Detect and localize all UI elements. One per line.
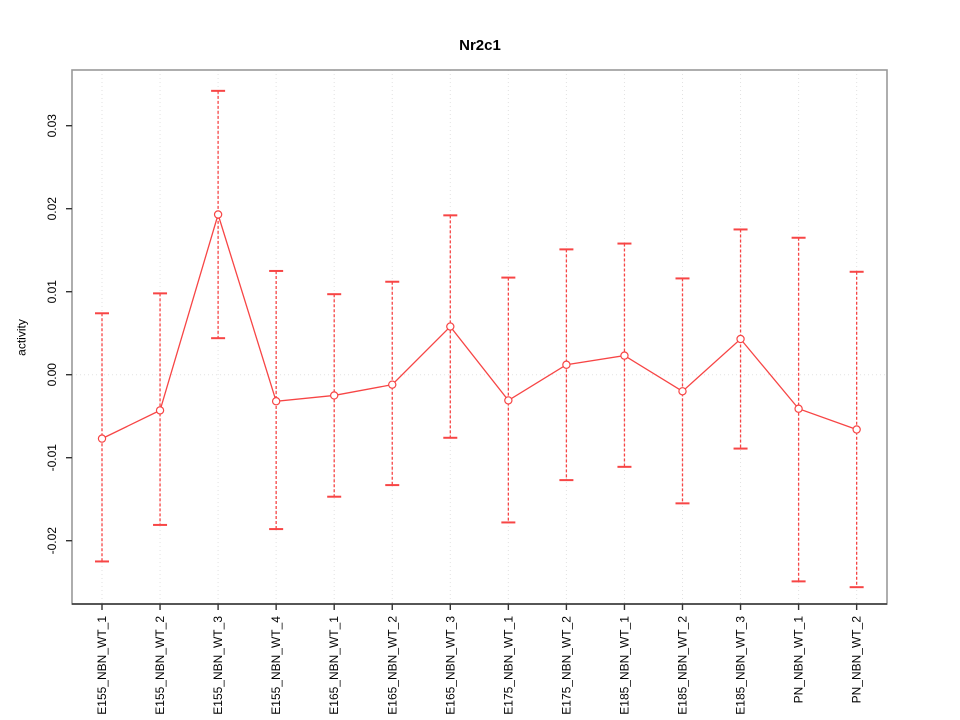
x-axis-label: E155_NBN_WT_4 — [269, 616, 283, 715]
x-axis-label: PN_NBN_WT_2 — [850, 616, 864, 704]
x-axis-label: PN_NBN_WT_1 — [792, 616, 806, 704]
y-axis-tick-label: -0.01 — [45, 444, 59, 472]
x-axis-label: E165_NBN_WT_1 — [327, 616, 341, 715]
x-axis-label: E155_NBN_WT_3 — [211, 616, 225, 715]
data-point-marker — [271, 397, 281, 406]
chart-title: Nr2c1 — [459, 37, 501, 54]
data-point-marker — [736, 334, 745, 344]
data-point-marker — [155, 406, 165, 415]
y-axis-tick-label: 0.02 — [45, 197, 59, 221]
plot-border — [71, 69, 888, 605]
y-axis-tick-label: 0.01 — [45, 280, 59, 304]
data-point-marker — [388, 380, 397, 389]
data-point-marker — [562, 360, 571, 369]
x-axis-label: E155_NBN_WT_1 — [95, 616, 109, 715]
x-axis-label: E155_NBN_WT_2 — [153, 616, 167, 715]
data-point-marker — [794, 404, 803, 413]
y-axis-title: activity — [14, 319, 29, 356]
data-point-marker — [330, 391, 339, 400]
x-axis-label: E175_NBN_WT_2 — [559, 616, 573, 715]
data-point-marker — [852, 425, 861, 434]
x-axis-label: E185_NBN_WT_1 — [617, 616, 631, 715]
data-point-marker — [504, 396, 513, 405]
series-line — [101, 212, 857, 440]
data-point-marker — [213, 210, 223, 219]
x-axis-label: E185_NBN_WT_2 — [676, 616, 690, 715]
data-point-marker — [620, 351, 629, 360]
data-point-marker — [97, 434, 107, 443]
data-point-marker — [678, 387, 687, 396]
data-point-marker — [446, 322, 455, 331]
x-axis-label: E185_NBN_WT_3 — [734, 616, 748, 715]
y-axis-tick-label: 0.03 — [45, 114, 59, 138]
y-axis-tick-label: 0.00 — [45, 363, 59, 387]
y-axis-tick-label: -0.02 — [45, 527, 59, 555]
x-axis-label: E165_NBN_WT_2 — [385, 616, 399, 715]
x-axis-label: E175_NBN_WT_1 — [501, 616, 515, 715]
x-axis-label: E165_NBN_WT_3 — [443, 616, 457, 715]
